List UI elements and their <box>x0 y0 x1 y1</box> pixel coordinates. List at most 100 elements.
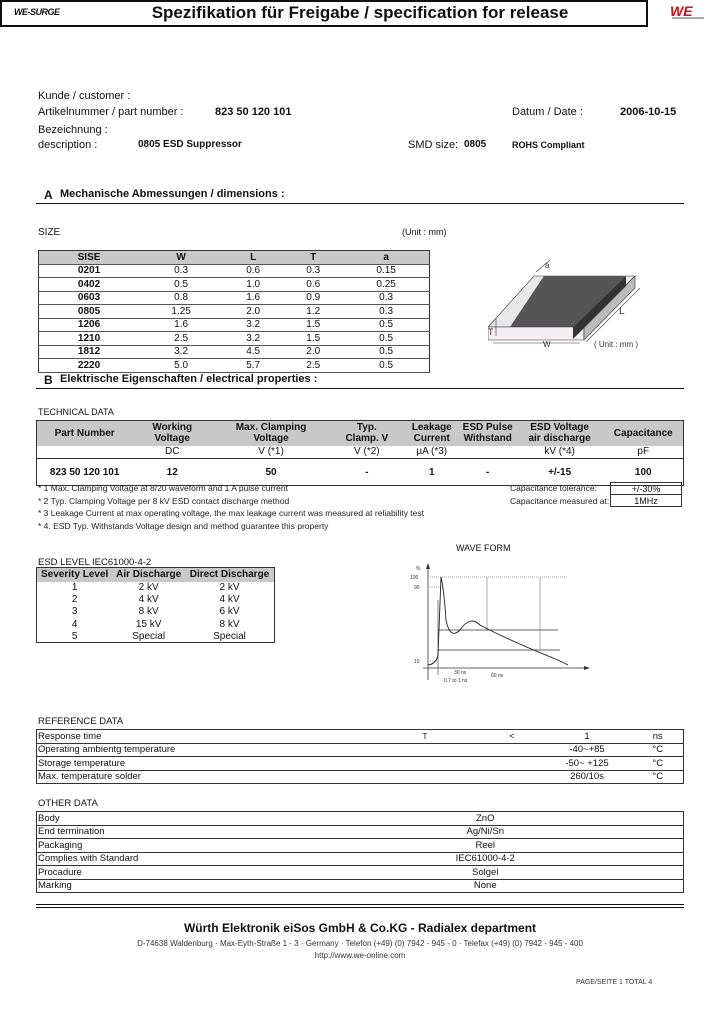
size-cell: 0.6 <box>283 277 344 292</box>
size-cell: 0.5 <box>139 277 224 292</box>
esd-cell: 4 kV <box>138 594 159 606</box>
table-row: Response time T <1 ns <box>36 729 684 744</box>
tech-value: - <box>459 458 516 486</box>
part-number: 823 50 120 101 <box>215 106 292 118</box>
rohs-label: ROHS Compliant <box>512 140 585 150</box>
esd-col-header: Severity Level <box>36 567 113 582</box>
t2-label: 60 ns <box>491 673 504 679</box>
size-cell: 0.8 <box>139 291 224 305</box>
size-cell: 2.0 <box>283 345 344 359</box>
other-data-table: Body ZnO End termination Ag/Ni/Sn Packaging R… <box>36 811 684 893</box>
t-label: T <box>488 327 494 337</box>
esd-cell: 5 <box>71 630 78 642</box>
esd-cell: Special <box>213 630 246 642</box>
size-cell: 5.7 <box>223 358 284 373</box>
technical-data-label: TECHNICAL DATA <box>38 407 114 417</box>
other-label: Complies with Standard <box>36 852 357 866</box>
size-cell: 0.25 <box>343 277 430 292</box>
size-cell: 1210 <box>38 331 140 346</box>
reference-cell: °C <box>631 770 684 784</box>
y-tick-10: 10 <box>414 659 420 665</box>
header-line: Clamp. V <box>345 433 389 445</box>
size-cell: 0.3 <box>343 304 430 319</box>
company-url[interactable]: http://www.we-online.com <box>314 951 406 960</box>
description: 0805 ESD Suppressor <box>138 139 242 150</box>
table-row: 0402 0.5 1.0 0.6 0.25 <box>38 277 430 292</box>
part-number-label: Artikelnummer / part number : <box>38 106 184 118</box>
size-label: SIZE <box>38 227 61 238</box>
table-row: End termination Ag/Ni/Sn <box>36 825 684 839</box>
waveform-title: WAVE FORM <box>456 543 511 553</box>
smd-label: SMD size: <box>408 139 459 151</box>
wesurge-logo: WE-SURGE <box>14 7 60 17</box>
cap-measured-label: Capacitance measured at: <box>510 496 610 506</box>
size-cell: 0.15 <box>343 264 430 278</box>
table-row: 3 8 kV 6 kV <box>37 606 275 618</box>
size-cell: 0.3 <box>283 264 344 278</box>
header-line: Leakage <box>411 422 452 434</box>
esd-cell: 2 kV <box>138 582 159 594</box>
section-a-title: Mechanische Abmessungen / dimensions : <box>60 188 285 200</box>
table-row: 5 Special Special <box>37 630 275 642</box>
esd-cell: 2 kV <box>219 582 240 594</box>
customer-label: Kunde / customer : <box>38 90 131 102</box>
company-address: D-74638 Waldenburg · Max-Eyth-Straße 1 -… <box>137 939 583 948</box>
reference-cell: Operating ambientg temperature <box>36 743 422 757</box>
header-line: Capacitance <box>613 427 673 439</box>
page-title: Spezifikation für Freigabe / specificati… <box>151 3 569 22</box>
w-label: W <box>543 340 551 349</box>
reference-cell <box>421 770 482 784</box>
header-line: ESD Pulse <box>462 422 513 434</box>
tech-unit: V (*2) <box>354 446 380 458</box>
size-cell: 2.5 <box>283 358 344 373</box>
size-cell: 5.0 <box>139 358 224 373</box>
other-label: Body <box>36 811 357 826</box>
tech-value: +/-15 <box>515 458 604 486</box>
table-row: 1206 1.6 3.2 1.5 0.5 <box>38 318 430 332</box>
table-row: Max. temperature solder 260/10s °C <box>36 770 684 784</box>
size-cell: 0.5 <box>343 331 430 346</box>
size-cell: 0.5 <box>343 358 430 373</box>
other-value: Solgel <box>356 865 684 880</box>
reference-data-table: Response time T <1 ns Operating ambientg tem… <box>36 729 684 784</box>
size-cell: 0.9 <box>283 291 344 305</box>
table-row: 4 15 kV 8 kV <box>37 618 275 630</box>
cap-tolerance-label: Capacitance tolerance: <box>510 483 597 493</box>
footnote: * 3 Leakage Current at max operating vol… <box>38 508 425 518</box>
reference-cell: -50~ +125 <box>541 756 632 771</box>
reference-cell: 260/10s <box>541 770 632 784</box>
section-b-title: Elektrische Eigenschaften / electrical p… <box>60 373 318 385</box>
table-row: Marking None <box>36 879 684 893</box>
header-line: Max. Clamping <box>235 422 307 434</box>
tech-unit <box>460 446 516 459</box>
esd-col-header: Direct Discharge <box>185 567 275 582</box>
tech-unit: V (*1) <box>258 446 284 458</box>
esd-cell: Special <box>132 630 166 642</box>
reference-cell: °C <box>631 756 684 771</box>
other-value: IEC61000-4-2 <box>356 852 684 866</box>
size-col-header: L <box>223 250 284 265</box>
size-cell: 3.2 <box>223 331 284 346</box>
l-label: L <box>619 306 625 317</box>
svg-text:WE: WE <box>670 3 693 19</box>
tech-unit: kV (*4) <box>544 446 575 458</box>
size-cell: 0.3 <box>139 264 224 278</box>
t3-label: 0.7 to 1 ns <box>444 678 468 684</box>
tech-value: 1 <box>403 458 460 486</box>
size-cell: 1.6 <box>139 318 224 332</box>
tech-col-header: Part Number <box>36 420 133 446</box>
smd-size: 0805 <box>464 139 487 150</box>
tech-value: 823 50 120 101 <box>36 458 133 486</box>
other-value: None <box>356 879 684 893</box>
description-label: description : <box>38 139 98 151</box>
reference-cell: Storage temperature <box>36 756 422 771</box>
a-label: a <box>545 261 550 270</box>
header-line: ESD Voltage <box>530 422 589 434</box>
reference-cell <box>481 756 542 771</box>
size-cell: 1.0 <box>223 277 284 292</box>
reference-cell <box>421 743 482 757</box>
unit-label: (Unit : mm) <box>402 227 447 237</box>
table-row: 2220 5.0 5.7 2.5 0.5 <box>38 358 430 373</box>
reference-data-label: REFERENCE DATA <box>38 716 124 727</box>
we-logo-icon: WE <box>670 3 704 19</box>
